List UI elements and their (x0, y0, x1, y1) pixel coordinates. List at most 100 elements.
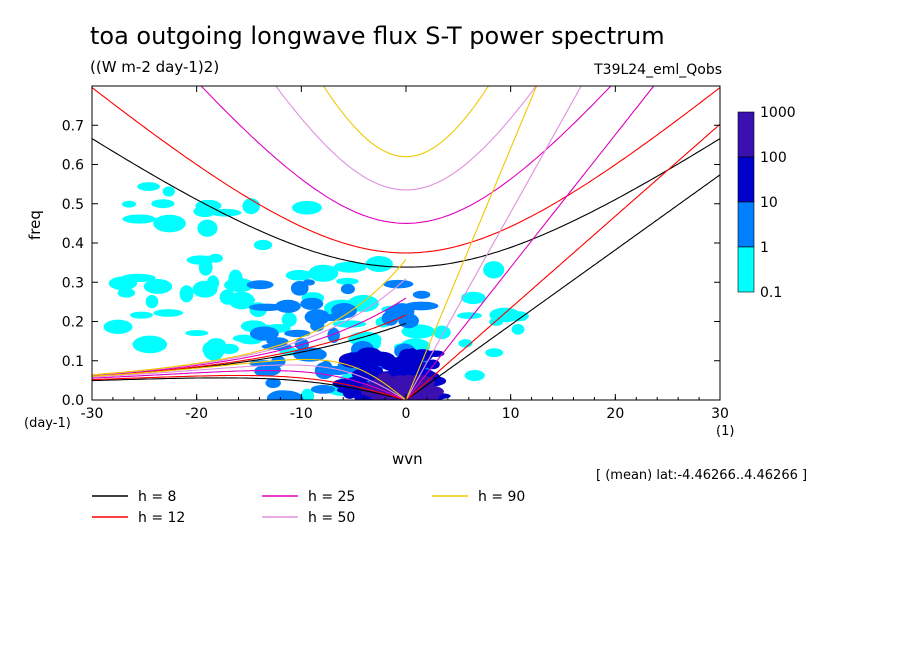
spectrum-cell (257, 363, 281, 376)
spectrum-cell (365, 256, 393, 272)
x-tick-label: 0 (402, 406, 411, 422)
inertia-gravity-curve (200, 86, 612, 224)
spectrum-cell (302, 279, 315, 286)
spectrum-cell (145, 294, 159, 309)
colorbar-label: 1 (760, 240, 769, 256)
spectrum-cell (122, 200, 137, 208)
spectrum-cell (426, 350, 445, 358)
spectrum-cell (355, 347, 383, 365)
x-tick-label: -10 (290, 406, 313, 422)
inertia-gravity-curve (92, 138, 720, 268)
spectrum-cell (458, 339, 473, 348)
spectrum-cell (141, 343, 156, 350)
y-tick-label: 0.0 (62, 393, 84, 409)
legend-label: h = 8 (138, 489, 176, 505)
spectrum-cell (485, 348, 504, 358)
kelvin-wave-curve (405, 86, 582, 400)
spectrum-cell (405, 348, 419, 365)
chart-subtitle: ((W m-2 day-1)2) (90, 58, 220, 76)
spectrum-cell (103, 319, 133, 335)
spectrum-cell (271, 355, 286, 367)
legend-label: h = 50 (308, 510, 355, 526)
spectrum-cell (300, 297, 324, 310)
mixed-rossby-gravity-curve (92, 314, 407, 377)
kelvin-wave-curve (405, 86, 655, 400)
equatorial-rossby-curve (92, 370, 407, 400)
y-tick-label: 0.7 (62, 118, 84, 134)
spectrum-cell (314, 362, 335, 380)
spectrum-cell (266, 390, 297, 400)
spectrum-cell (122, 214, 156, 224)
spectrum-cell (186, 255, 215, 265)
mixed-rossby-gravity-curve (92, 297, 407, 376)
colorbar-box (737, 111, 755, 158)
equatorial-rossby-curve (92, 358, 407, 400)
x-axis-unit: (1) (716, 424, 735, 439)
plot-area (92, 86, 720, 400)
spectrum-cell (185, 330, 209, 337)
spectrum-cell (162, 186, 175, 197)
spectrum-cell (336, 277, 359, 285)
spectrum-cell (293, 347, 327, 362)
chart-title: toa outgoing longwave flux S-T power spe… (90, 22, 665, 50)
spectrum-cell (284, 329, 311, 338)
run-label: T39L24_eml_Qobs (594, 62, 722, 78)
spectrum-cell (456, 312, 482, 319)
spectrum-cell (331, 303, 358, 319)
legend-label: h = 12 (138, 510, 185, 526)
y-tick-label: 0.4 (62, 236, 84, 252)
x-tick-label: -30 (81, 406, 104, 422)
spectrum-cell (464, 369, 485, 381)
spectrum-cell (404, 301, 439, 311)
spectrum-cell (308, 264, 339, 282)
spectrum-cell (304, 309, 330, 326)
spectrum-cell (333, 261, 367, 273)
spectrum-cell (340, 283, 355, 295)
spectrum-cell (511, 323, 525, 335)
legend-label: h = 25 (308, 489, 355, 505)
colorbar-label: 0.1 (760, 285, 782, 301)
spectrum-cell (327, 327, 340, 344)
y-tick-label: 0.6 (62, 158, 84, 174)
spectrum-cell (248, 303, 285, 311)
equatorial-rossby-curve (92, 374, 407, 400)
spectrum-cell (285, 269, 313, 281)
inertia-gravity-curve (92, 87, 720, 254)
spectrum-cell (197, 219, 218, 237)
y-axis-unit: (day-1) (24, 416, 71, 431)
spectrum-cell (249, 326, 279, 341)
spectrum-cell (192, 280, 218, 298)
spectrum-cell (143, 279, 173, 294)
colorbar-box (737, 201, 755, 248)
spectrum-cell (209, 208, 242, 217)
colorbar-box (737, 246, 755, 293)
spectrum-cell (228, 291, 255, 310)
colorbar-box (737, 156, 755, 203)
spectrum-cell (129, 311, 153, 319)
spectrum-cell (508, 311, 529, 322)
equatorial-rossby-curve (92, 377, 407, 400)
x-axis-label: wvn (392, 450, 423, 468)
legend-label: h = 90 (478, 489, 525, 505)
equatorial-rossby-curve (92, 364, 407, 400)
spectrum-cell (291, 200, 322, 215)
kelvin-wave-curve (405, 123, 720, 400)
colorbar-label: 1000 (760, 105, 796, 121)
x-tick-label: 30 (711, 406, 729, 422)
y-tick-label: 0.2 (62, 315, 84, 331)
y-tick-label: 0.3 (62, 275, 84, 291)
spectrum-cell (153, 214, 186, 233)
spectrum-cell (483, 261, 505, 279)
spectrum-cell (203, 342, 224, 361)
spectrum-cell (332, 320, 367, 328)
spectrum-cell (228, 269, 243, 288)
colorbar-label: 100 (760, 150, 787, 166)
spectrum-cell (151, 199, 175, 209)
x-tick-label: -20 (185, 406, 208, 422)
spectrum-cell (137, 182, 160, 191)
spectrum-cell (179, 285, 194, 303)
spectrum-cell (300, 388, 315, 400)
spectrum-cell (108, 276, 138, 291)
kelvin-wave-curve (405, 174, 720, 400)
